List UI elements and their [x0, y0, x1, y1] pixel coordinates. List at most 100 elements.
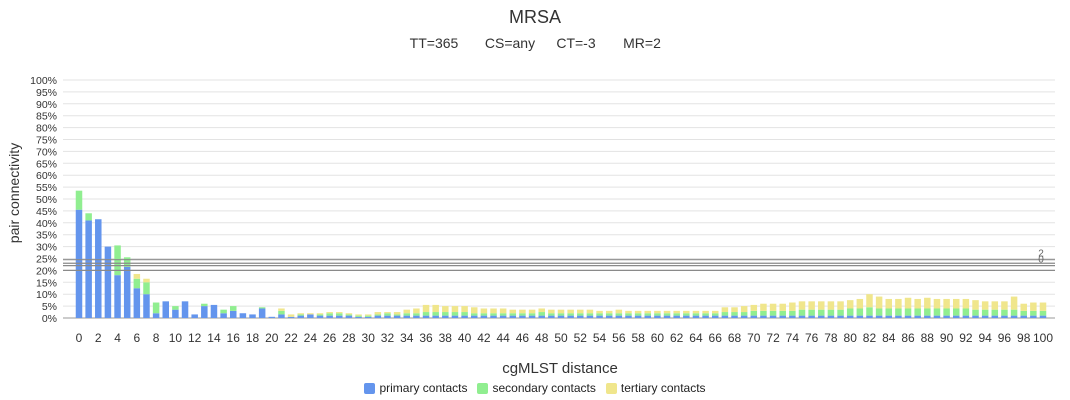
bar-segment	[509, 309, 517, 314]
x-tick-label: 88	[921, 331, 935, 345]
bar-segment	[962, 315, 970, 318]
x-tick-label: 54	[593, 331, 607, 345]
bar-segment	[615, 313, 623, 316]
legend-item[interactable]: primary contacts	[364, 381, 467, 395]
x-tick-label: 8	[153, 331, 160, 345]
y-axis-label: pair connectivity	[6, 143, 22, 243]
bar-segment	[316, 314, 324, 316]
y-tick-label: 80%	[36, 123, 57, 135]
bar-segment	[943, 298, 950, 309]
bar-segment	[692, 313, 700, 316]
y-tick-label: 85%	[36, 111, 57, 123]
bar-segment	[1001, 301, 1008, 310]
bar-segment	[519, 315, 526, 318]
bar-segment	[567, 309, 574, 314]
y-tick-label: 95%	[36, 87, 57, 99]
bar-segment	[461, 312, 468, 316]
bar-segment	[480, 315, 488, 318]
legend-label: tertiary contacts	[620, 381, 706, 395]
bar-segment	[683, 315, 690, 318]
x-tick-label: 80	[844, 331, 858, 345]
chart-legend: primary contacts secondary contacts tertia…	[0, 381, 1070, 395]
bar-segment	[316, 313, 324, 315]
bar-segment	[654, 315, 661, 318]
bar-segment	[374, 314, 382, 316]
bar-segment	[866, 307, 873, 316]
bar-segment	[789, 310, 796, 316]
bar-segment	[374, 315, 382, 318]
bar-segment	[278, 310, 285, 315]
bar-segment	[104, 246, 112, 318]
bar-segment	[702, 313, 709, 316]
bar-segment	[152, 302, 160, 314]
bar-segment	[538, 312, 545, 316]
bar-segment	[268, 316, 276, 318]
bar-segment	[258, 307, 266, 309]
bar-segment	[85, 213, 92, 221]
bar-segment	[856, 298, 864, 309]
bar-segment	[914, 308, 921, 316]
x-tick-label: 12	[188, 331, 202, 345]
bar-segment	[904, 315, 912, 318]
bar-segment	[413, 313, 420, 316]
bar-segment	[924, 315, 931, 318]
bar-segment	[683, 313, 690, 316]
bar-segment	[403, 315, 411, 318]
bar-segment	[1039, 315, 1047, 318]
x-tick-label: 92	[959, 331, 973, 345]
bar-segment	[663, 313, 671, 316]
bar-segment	[470, 313, 478, 316]
bar-segment	[326, 315, 333, 318]
bar-segment	[355, 314, 362, 316]
bar-segment	[1030, 310, 1037, 316]
bar-segment	[981, 301, 989, 310]
bar-segment	[721, 312, 729, 316]
bar-segment	[229, 310, 237, 318]
bar-segment	[818, 309, 825, 316]
bar-segment	[432, 304, 439, 313]
bar-segment	[972, 309, 979, 316]
bar-segment	[326, 312, 333, 314]
bar-segment	[567, 313, 574, 316]
bar-segment	[808, 315, 815, 318]
bar-segment	[336, 313, 343, 316]
bar-segment	[750, 315, 758, 318]
x-tick-label: 64	[689, 331, 703, 345]
legend-swatch	[605, 382, 617, 394]
bar-segment	[1001, 315, 1008, 318]
y-tick-label: 100%	[30, 75, 57, 87]
legend-label: primary contacts	[379, 381, 468, 395]
x-tick-label: 90	[940, 331, 954, 345]
legend-item[interactable]: secondary contacts	[477, 381, 596, 395]
bar-segment	[432, 312, 439, 316]
bar-segment	[952, 308, 960, 316]
bar-segment	[451, 312, 459, 316]
x-tick-label: 56	[612, 331, 626, 345]
bar-segment	[393, 315, 401, 318]
bar-segment	[962, 298, 970, 309]
bar-segment	[297, 315, 304, 318]
bar-segment	[451, 315, 459, 318]
x-tick-label: 22	[284, 331, 298, 345]
legend-item[interactable]: tertiary contacts	[605, 381, 706, 395]
x-tick-label: 2	[95, 331, 102, 345]
y-tick-label: 75%	[36, 135, 57, 147]
bar-segment	[605, 315, 613, 318]
bar-segment	[779, 310, 786, 316]
bar-segment	[740, 306, 748, 313]
y-axis-ticks: 0%5%10%15%20%25%30%35%40%45%50%55%60%65%…	[30, 75, 57, 325]
bar-segment	[355, 316, 362, 318]
bar-segment	[837, 301, 844, 310]
subtitle-item: CT=-3	[556, 35, 596, 51]
bar-segment	[798, 309, 806, 316]
bar-segment	[577, 313, 584, 316]
bar-segment	[846, 300, 854, 309]
x-tick-label: 76	[805, 331, 819, 345]
bar-segment	[480, 313, 488, 316]
bar-segment	[548, 315, 555, 318]
bar-segment	[769, 310, 777, 316]
y-tick-label: 20%	[36, 265, 57, 277]
bar-segment	[885, 298, 893, 309]
bar-segment	[133, 288, 141, 318]
bar-segment	[760, 303, 767, 311]
